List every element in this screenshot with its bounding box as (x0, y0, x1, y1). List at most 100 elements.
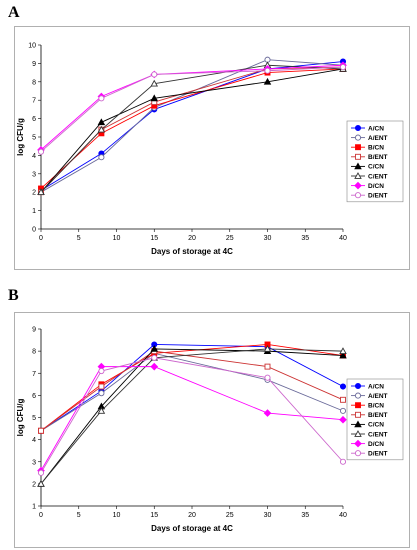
chart-a-legend-label: D/ENT (368, 193, 388, 200)
chart-a-series-d-ent (37, 64, 347, 155)
chart-a-y-tick-label: 3 (32, 171, 36, 178)
chart-a-legend-label: C/ENT (368, 173, 388, 180)
chart-a-point-c-cn (150, 94, 159, 102)
chart-a-legend-label: A/ENT (368, 135, 388, 142)
chart-b-legend-label: C/CN (368, 422, 384, 429)
chart-b-series-b-cn (38, 341, 346, 434)
chart-b-legend-swatch-marker (354, 420, 362, 428)
chart-b-legend-label: A/ENT (368, 393, 388, 400)
chart-a-x-tick-label: 35 (301, 235, 309, 242)
chart-a-point-d-ent (339, 64, 347, 71)
chart-a-y-tick-label: 5 (32, 135, 36, 142)
chart-b-point-d-ent (339, 458, 347, 465)
chart-b-line-d-cn (40, 366, 344, 471)
chart-b-legend-box (346, 378, 404, 461)
chart-b-point-d-ent (98, 367, 105, 375)
chart-a-line-b-cn (40, 68, 344, 189)
chart-a-series-d-cn (37, 61, 347, 154)
chart-b-legend-swatch-marker (354, 392, 362, 399)
chart-a-series-c-ent (37, 61, 347, 196)
chart-a-series-b-ent (38, 64, 346, 196)
chart-b-x-tick-label: 35 (301, 512, 309, 519)
chart-a-y-tick-label: 4 (32, 153, 36, 160)
chart-a-x-tick-label: 0 (39, 235, 43, 242)
chart-b-point-d-cn (150, 362, 159, 371)
chart-b-point-c-ent (37, 479, 45, 487)
chart-a-legend-swatch-marker (355, 144, 361, 151)
chart-a-point-d-ent (151, 71, 158, 78)
chart-b-y-tick-label: 1 (32, 504, 36, 511)
panel-label-b: B (8, 287, 19, 304)
chart-b-line-c-cn (40, 348, 344, 485)
chart-a-line-c-ent (40, 64, 344, 193)
chart-a-x-axis-title: Days of storage at 4C (151, 247, 233, 256)
chart-b-series-a-cn (37, 341, 347, 434)
chart-b-x-tick-label: 5 (77, 512, 81, 519)
chart-a-legend-swatch-marker (355, 153, 361, 160)
chart-b-point-d-cn (339, 415, 347, 424)
chart-b-line-b-cn (40, 344, 344, 432)
chart-b-point-b-ent (264, 363, 271, 370)
chart-a-y-tick-label: 9 (32, 61, 36, 68)
chart-a-line-a-cn (40, 61, 344, 191)
chart-b-y-tick-label: 9 (32, 327, 36, 334)
chart-a-legend-box (346, 120, 404, 203)
chart-a-legend-swatch-marker (354, 192, 362, 199)
chart-b-series-d-cn (37, 362, 347, 475)
chart-a-point-c-cn (263, 77, 272, 85)
chart-b-legend-label: D/CN (368, 441, 384, 448)
chart-a-x-tick-label: 40 (339, 235, 347, 242)
chart-b-point-d-cn (263, 409, 272, 417)
chart-a-legend-swatch-marker (354, 124, 362, 132)
chart-b-y-tick-label: 5 (32, 415, 36, 422)
chart-b-y-tick-label: 4 (32, 437, 36, 444)
chart-a-legend-label: B/ENT (368, 154, 388, 161)
chart-a-legend-swatch-marker (354, 134, 362, 141)
chart-b-point-b-ent (38, 427, 44, 434)
chart-b-y-axis-title: log CFU/g (16, 399, 25, 437)
chart-a-point-c-ent (37, 188, 45, 196)
chart-a-series-c-cn (37, 64, 347, 196)
chart-a-y-tick-label: 0 (32, 227, 36, 234)
chart-a-legend: A/CN A/ENT B/CN B/ENT C/CN C/ENT D/CN D/ENT (346, 120, 404, 203)
chart-a-legend-label: C/CN (368, 164, 384, 171)
chart-a-legend-swatch-marker (354, 172, 362, 179)
chart-a-x-tick-label: 5 (77, 235, 81, 242)
chart-b-x-tick-label: 15 (150, 512, 158, 519)
chart-a-line-c-cn (40, 68, 344, 193)
chart-a-point-c-cn (97, 118, 106, 126)
chart-b-legend: A/CN A/ENT B/CN B/ENT C/CN C/ENT D/CN D/ENT (346, 378, 404, 461)
chart-b-point-a-cn (339, 383, 347, 390)
chart-panel-b: 0 5 10 15 20 25 30 35 40 1 2 3 4 5 6 7 8 9 Days of storage… (14, 312, 410, 548)
chart-b-legend-label: A/CN (368, 383, 384, 390)
chart-b-legend-swatch-marker (354, 430, 362, 437)
chart-a-x-tick-label: 15 (150, 235, 158, 242)
chart-b-y-tick-label: 3 (32, 459, 36, 466)
chart-a-y-axis-title: log CFU/g (16, 118, 25, 156)
chart-a-series-b-cn (38, 65, 346, 192)
chart-b-point-b-ent (340, 396, 346, 403)
chart-a-svg: 0 5 10 15 20 25 30 35 40 0 1 2 3 4 5 6 7 8 9 10 Days of stor… (16, 43, 404, 256)
chart-a-x-tick-label: 20 (188, 235, 196, 242)
chart-a-y-tick-label: 8 (32, 79, 36, 86)
chart-b-legend-label: D/ENT (368, 451, 388, 458)
chart-a-line-b-ent (40, 66, 344, 193)
chart-b-point-c-ent (263, 344, 272, 352)
chart-b-legend-swatch-marker (355, 411, 361, 418)
chart-b-line-a-cn (40, 344, 344, 432)
chart-b-y-tick-label: 6 (32, 393, 36, 400)
chart-b-point-c-cn (339, 351, 347, 359)
chart-b-x-axis-title: Days of storage at 4C (151, 524, 233, 533)
chart-b-x-tick-label: 20 (188, 512, 196, 519)
chart-a-y-tick-label: 2 (32, 190, 36, 197)
chart-a-x-tick-label: 25 (226, 235, 234, 242)
chart-b-legend-label: B/ENT (368, 412, 388, 419)
chart-a-y-tick-label: 6 (32, 116, 36, 123)
chart-b-x-tick-label: 10 (113, 512, 121, 519)
chart-b-point-a-ent (98, 390, 105, 397)
chart-a-series-a-cn (37, 58, 347, 194)
chart-b-x-tick-label: 25 (226, 512, 234, 519)
chart-a-legend-label: A/CN (368, 125, 384, 132)
chart-a-point-d-ent (37, 148, 45, 155)
chart-a-x-tick-label: 30 (264, 235, 272, 242)
